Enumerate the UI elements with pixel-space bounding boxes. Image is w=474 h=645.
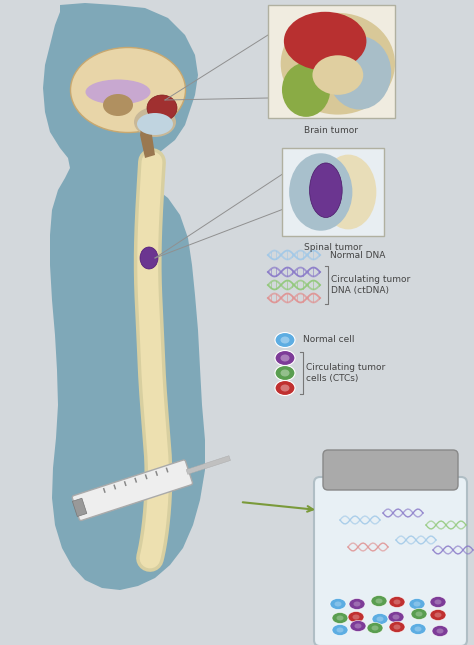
Ellipse shape	[328, 36, 391, 110]
Ellipse shape	[137, 113, 173, 135]
Ellipse shape	[349, 599, 365, 610]
Ellipse shape	[332, 624, 348, 635]
Ellipse shape	[411, 608, 427, 619]
FancyBboxPatch shape	[323, 450, 458, 490]
Ellipse shape	[134, 107, 176, 137]
Text: Brain tumor: Brain tumor	[304, 126, 358, 135]
Ellipse shape	[281, 370, 290, 377]
Bar	[155, 471, 158, 476]
Ellipse shape	[275, 350, 295, 366]
Ellipse shape	[437, 628, 444, 633]
Ellipse shape	[281, 337, 290, 344]
Ellipse shape	[348, 611, 364, 622]
Ellipse shape	[337, 628, 344, 633]
Ellipse shape	[414, 626, 421, 631]
Ellipse shape	[392, 615, 400, 619]
Ellipse shape	[372, 626, 379, 631]
Ellipse shape	[335, 602, 341, 606]
Ellipse shape	[393, 624, 401, 630]
Ellipse shape	[389, 597, 405, 608]
Ellipse shape	[284, 12, 366, 70]
Text: Spinal tumor: Spinal tumor	[304, 243, 362, 252]
Ellipse shape	[389, 622, 405, 633]
Ellipse shape	[371, 595, 387, 606]
Ellipse shape	[432, 626, 448, 637]
Text: Circulating tumor
DNA (ctDNA): Circulating tumor DNA (ctDNA)	[331, 275, 410, 295]
Polygon shape	[140, 120, 155, 158]
Bar	[73, 498, 87, 517]
Bar	[124, 481, 127, 486]
FancyBboxPatch shape	[268, 5, 395, 118]
Ellipse shape	[416, 611, 422, 617]
Ellipse shape	[332, 613, 348, 624]
Bar	[186, 456, 230, 474]
Ellipse shape	[281, 13, 395, 115]
Ellipse shape	[275, 366, 295, 381]
Ellipse shape	[354, 602, 361, 606]
Text: Normal DNA: Normal DNA	[330, 250, 385, 259]
Ellipse shape	[281, 384, 290, 392]
Polygon shape	[43, 3, 205, 590]
Ellipse shape	[430, 610, 446, 620]
Ellipse shape	[281, 355, 290, 361]
Text: Normal cell: Normal cell	[303, 335, 355, 344]
FancyBboxPatch shape	[72, 460, 192, 521]
Ellipse shape	[275, 333, 295, 348]
Bar	[113, 484, 116, 490]
Ellipse shape	[367, 622, 383, 633]
FancyBboxPatch shape	[282, 148, 384, 236]
Ellipse shape	[409, 599, 425, 610]
Ellipse shape	[393, 599, 401, 604]
Ellipse shape	[430, 597, 446, 608]
Ellipse shape	[337, 615, 344, 620]
Ellipse shape	[140, 247, 158, 269]
Bar	[145, 474, 147, 479]
Bar	[165, 468, 169, 473]
Ellipse shape	[435, 613, 441, 617]
Ellipse shape	[376, 617, 383, 622]
Ellipse shape	[388, 611, 404, 622]
Ellipse shape	[410, 624, 426, 635]
FancyBboxPatch shape	[314, 477, 467, 645]
Ellipse shape	[103, 94, 133, 116]
Ellipse shape	[282, 63, 330, 117]
Ellipse shape	[140, 117, 155, 127]
Ellipse shape	[320, 155, 376, 230]
Ellipse shape	[330, 599, 346, 610]
Text: Circulating tumor
cells (CTCs): Circulating tumor cells (CTCs)	[306, 363, 385, 382]
Ellipse shape	[310, 163, 342, 217]
Bar	[134, 477, 137, 483]
Ellipse shape	[375, 599, 383, 604]
Ellipse shape	[435, 599, 441, 604]
Ellipse shape	[353, 615, 359, 619]
Bar	[103, 488, 106, 493]
Ellipse shape	[312, 55, 363, 95]
Ellipse shape	[413, 602, 420, 606]
Ellipse shape	[71, 48, 185, 132]
Ellipse shape	[355, 624, 362, 628]
Ellipse shape	[350, 620, 366, 631]
Ellipse shape	[85, 79, 151, 104]
Ellipse shape	[372, 613, 388, 624]
Ellipse shape	[147, 95, 177, 121]
Ellipse shape	[289, 154, 352, 231]
Ellipse shape	[275, 381, 295, 395]
